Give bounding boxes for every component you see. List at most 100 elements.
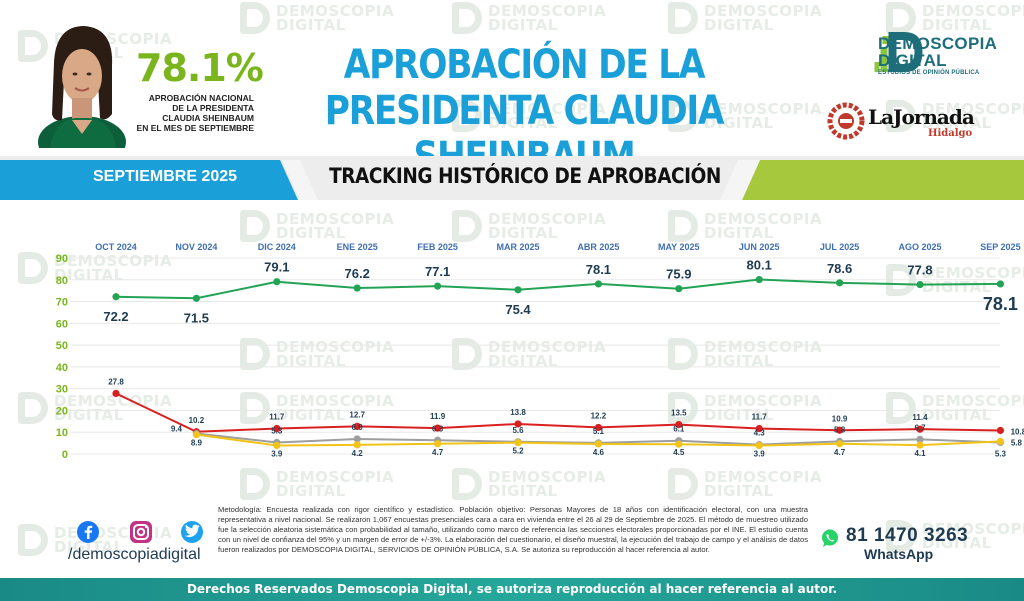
data-label-yellow: 4.6 [593, 448, 605, 457]
data-label-green: 77.8 [907, 263, 932, 278]
data-label-yellow: 3.9 [754, 450, 766, 459]
data-point-green [112, 293, 120, 301]
data-label-gray: 5.3 [271, 426, 283, 435]
data-label-green: 75.9 [666, 267, 691, 282]
x-tick-label: JUN 2025 [739, 242, 780, 252]
brand-name: DEMOSCOPIA [878, 34, 998, 53]
data-label-red: 10.8 [1011, 427, 1024, 436]
data-point-green [996, 280, 1005, 288]
data-point-yellow [755, 441, 763, 450]
data-label-red: 10.2 [189, 416, 205, 425]
caption-line: DE LA PRESIDENTA [172, 103, 254, 113]
x-tick-label: JUL 2025 [820, 242, 859, 252]
facebook-icon[interactable] [77, 521, 99, 543]
data-label-gray: 5.8 [834, 425, 846, 434]
data-label-green: 78.1 [983, 294, 1018, 314]
x-tick-label: ABR 2025 [577, 242, 619, 252]
methodology-text: Metodología: Encuesta realizada con rigo… [218, 505, 808, 554]
x-tick-label: MAY 2025 [658, 242, 700, 252]
data-label-gray: 9.4 [171, 425, 183, 434]
data-label-yellow: 4.5 [673, 448, 685, 457]
data-label-yellow: 4.7 [834, 448, 846, 457]
data-point-green [836, 279, 844, 287]
data-label-gray: 5.6 [512, 426, 524, 435]
data-label-gray: 6.3 [432, 424, 444, 433]
data-label-gray: 6.9 [352, 423, 364, 432]
y-tick-label: 80 [56, 275, 68, 287]
y-tick-label: 20 [56, 405, 68, 417]
y-tick-label: 60 [56, 318, 68, 330]
data-label-gray: 5.3 [995, 449, 1007, 458]
data-point-red [675, 421, 683, 429]
x-tick-label: FEB 2025 [417, 242, 458, 252]
lajornada-emblem-icon [827, 102, 865, 140]
data-label-red: 11.7 [269, 413, 285, 422]
data-label-gray: 4.3 [754, 429, 766, 438]
data-label-green: 78.1 [586, 262, 611, 277]
partner-name: LaJornada [868, 105, 975, 129]
data-label-red: 10.9 [832, 414, 848, 423]
data-label-gray: 6.1 [673, 425, 685, 434]
data-point-gray [916, 435, 924, 444]
partner-region: Hidalgo [928, 128, 973, 139]
x-tick-label: MAR 2025 [496, 242, 539, 252]
caption-line: CLAUDIA SHEINBAUM [162, 113, 254, 123]
approval-value: 78.1% [136, 46, 264, 90]
social-handle[interactable]: /demoscopiadigital [68, 546, 201, 563]
data-point-yellow [996, 437, 1005, 445]
data-point-gray [353, 435, 361, 443]
data-label-green: 72.2 [103, 309, 128, 324]
data-point-yellow [434, 440, 442, 448]
data-label-green: 71.5 [184, 310, 209, 325]
data-point-green [273, 278, 281, 286]
data-point-green [353, 284, 361, 292]
data-point-red [755, 424, 763, 433]
chart-subtitle: TRACKING HISTÓRICO DE APROBACIÓN [329, 164, 721, 188]
twitter-icon[interactable] [181, 521, 203, 543]
x-tick-label: SEP 2025 [980, 242, 1020, 252]
data-point-yellow [836, 440, 844, 448]
data-point-yellow [273, 441, 281, 450]
data-point-green [916, 280, 924, 289]
period-label: SEPTIEMBRE 2025 [92, 168, 238, 185]
data-label-green: 79.1 [264, 260, 289, 275]
instagram-icon[interactable] [130, 521, 152, 543]
data-point-green [675, 285, 683, 293]
y-tick-label: 30 [56, 384, 68, 396]
data-point-yellow [916, 441, 924, 449]
data-label-red: 12.7 [349, 410, 365, 419]
x-tick-label: OCT 2024 [95, 242, 137, 252]
president-portrait [38, 26, 126, 148]
social-icons [77, 521, 203, 543]
caption-line: APROBACIÓN NACIONAL [148, 93, 254, 103]
y-tick-label: 50 [56, 340, 68, 352]
data-point-green [434, 282, 442, 290]
data-label-red: 13.5 [671, 409, 687, 418]
data-point-red [916, 425, 924, 433]
data-label-yellow: 5.8 [1011, 438, 1023, 447]
data-point-green [514, 286, 522, 294]
footer-text: Derechos Reservados Demoscopia Digital, … [186, 582, 838, 596]
whatsapp-number[interactable]: 81 1470 3263 [846, 525, 969, 546]
data-label-green: 78.6 [827, 261, 852, 276]
footer-bar [0, 578, 1024, 601]
data-label-red: 11.9 [430, 412, 446, 421]
data-point-yellow [675, 440, 683, 448]
whatsapp-icon[interactable] [820, 528, 840, 548]
caption-line: EN EL MES DE SEPTIEMBRE [136, 123, 254, 133]
demoscopia-logo [874, 32, 923, 72]
data-label-yellow: 4.1 [914, 449, 926, 458]
data-point-green [594, 280, 603, 288]
data-point-red [594, 423, 603, 432]
data-point-red [434, 424, 442, 432]
data-point-green [192, 294, 200, 302]
title-line-1: APROBACIÓN DE LA [343, 42, 706, 88]
data-point-red [514, 420, 522, 428]
y-tick-label: 40 [56, 362, 68, 374]
data-point-yellow [514, 439, 522, 447]
